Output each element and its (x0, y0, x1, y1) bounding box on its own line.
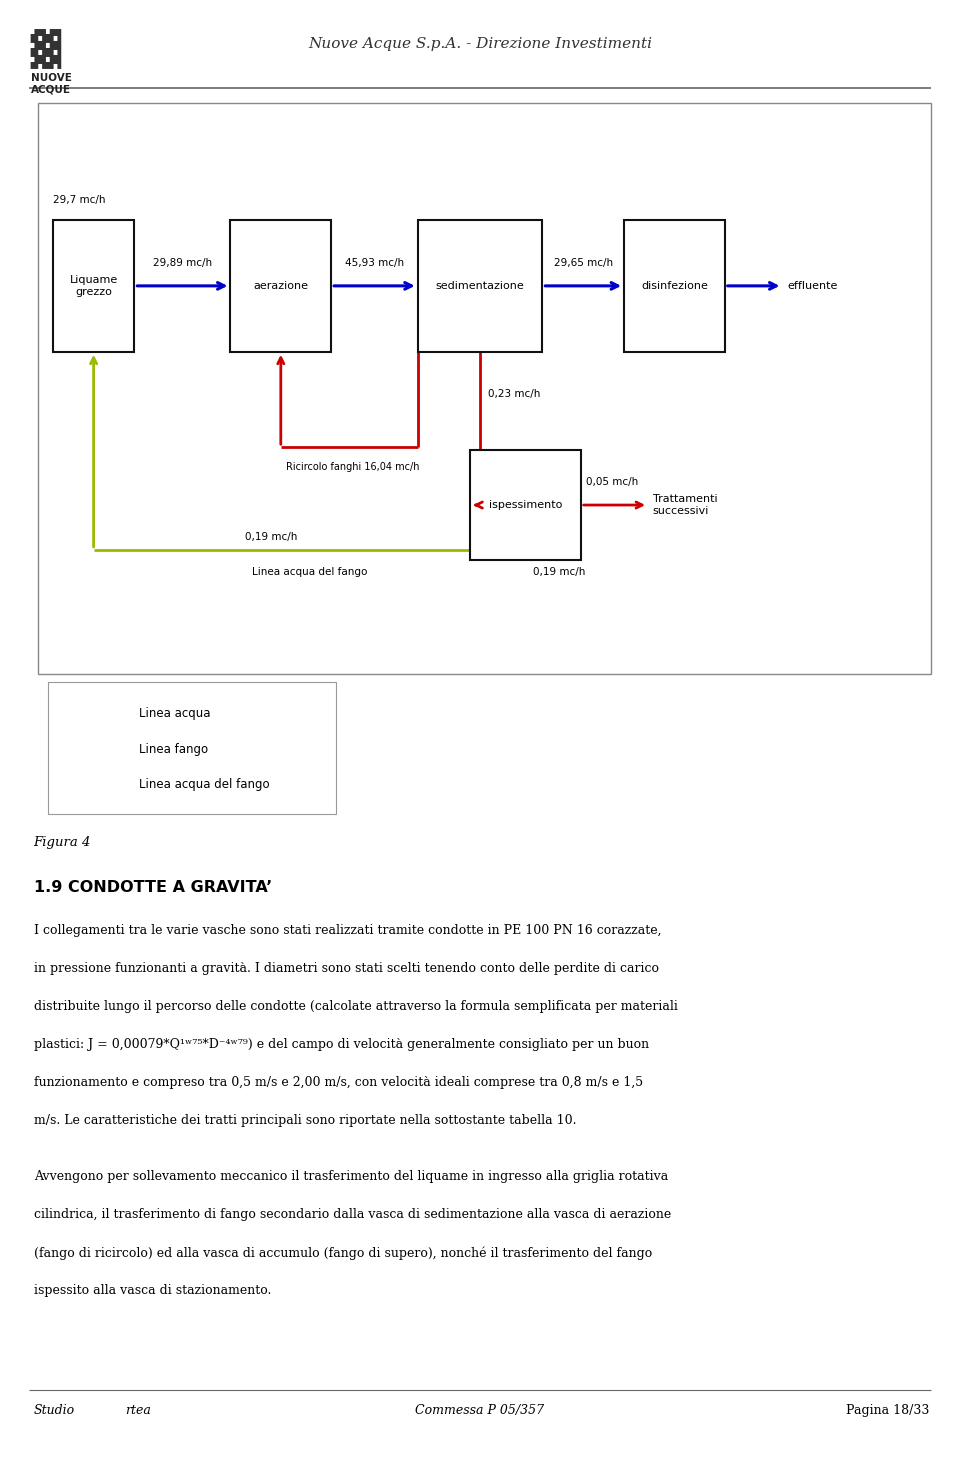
Text: Linea fango: Linea fango (139, 743, 208, 755)
Text: rtea: rtea (125, 1404, 151, 1418)
Text: Nuove Acque S.p.A. - Direzione Investimenti: Nuove Acque S.p.A. - Direzione Investime… (308, 37, 652, 51)
Text: effluente: effluente (787, 281, 837, 290)
Text: Liquame
grezzo: Liquame grezzo (69, 276, 118, 296)
Text: disinfezione: disinfezione (641, 281, 708, 290)
Text: Figura 4: Figura 4 (34, 836, 91, 849)
Text: NUOVE
ACQUE: NUOVE ACQUE (31, 73, 72, 95)
Text: 45,93 mc/h: 45,93 mc/h (345, 258, 404, 268)
Text: 0,19 mc/h: 0,19 mc/h (534, 567, 586, 578)
Text: 29,65 mc/h: 29,65 mc/h (554, 258, 612, 268)
Text: ▓: ▓ (31, 29, 60, 69)
Bar (48, 682, 336, 814)
Text: Linea acqua: Linea acqua (139, 708, 210, 720)
Text: Pagina 18/33: Pagina 18/33 (846, 1404, 929, 1418)
Text: ispessimento: ispessimento (489, 500, 563, 510)
Text: Linea acqua del fango: Linea acqua del fango (139, 778, 270, 790)
Text: plastici: J = 0,00079*Q¹ʷ⁷⁵*D⁻⁴ʷ⁷⁹) e del campo di velocità generalmente consigl: plastici: J = 0,00079*Q¹ʷ⁷⁵*D⁻⁴ʷ⁷⁹) e de… (34, 1038, 649, 1051)
Text: 0,05 mc/h: 0,05 mc/h (586, 478, 637, 487)
Text: m/s. Le caratteristiche dei tratti principali sono riportate nella sottostante t: m/s. Le caratteristiche dei tratti princ… (34, 1114, 576, 1127)
Text: 29,89 mc/h: 29,89 mc/h (153, 258, 212, 268)
Bar (418, 220, 542, 352)
Text: Studio: Studio (34, 1404, 75, 1418)
Text: sedimentazione: sedimentazione (436, 281, 524, 290)
Text: 0,23 mc/h: 0,23 mc/h (488, 388, 540, 399)
Text: aerazione: aerazione (253, 281, 308, 290)
Bar (53, 220, 134, 352)
Bar (230, 220, 331, 352)
Text: Avvengono per sollevamento meccanico il trasferimento del liquame in ingresso al: Avvengono per sollevamento meccanico il … (34, 1170, 668, 1183)
Text: funzionamento e compreso tra 0,5 m/s e 2,00 m/s, con velocità ideali comprese tr: funzionamento e compreso tra 0,5 m/s e 2… (34, 1076, 643, 1089)
Text: 0,19 mc/h: 0,19 mc/h (245, 532, 298, 542)
Text: Trattamenti
successivi: Trattamenti successivi (653, 494, 717, 516)
Bar (624, 220, 725, 352)
Text: distribuite lungo il percorso delle condotte (calcolate attraverso la formula se: distribuite lungo il percorso delle cond… (34, 1000, 678, 1013)
Text: I collegamenti tra le varie vasche sono stati realizzati tramite condotte in PE : I collegamenti tra le varie vasche sono … (34, 924, 661, 937)
Text: (fango di ricircolo) ed alla vasca di accumulo (fango di supero), nonché il tras: (fango di ricircolo) ed alla vasca di ac… (34, 1246, 652, 1259)
Bar (470, 450, 581, 560)
Text: Linea acqua del fango: Linea acqua del fango (252, 567, 368, 578)
Text: 1.9 CONDOTTE A GRAVITA’: 1.9 CONDOTTE A GRAVITA’ (34, 880, 272, 894)
Text: in pressione funzionanti a gravità. I diametri sono stati scelti tenendo conto d: in pressione funzionanti a gravità. I di… (34, 962, 659, 975)
Text: Ricircolo fanghi 16,04 mc/h: Ricircolo fanghi 16,04 mc/h (286, 462, 420, 472)
Bar (38, 103, 931, 674)
Text: ispessito alla vasca di stazionamento.: ispessito alla vasca di stazionamento. (34, 1284, 271, 1297)
Text: cilindrica, il trasferimento di fango secondario dalla vasca di sedimentazione a: cilindrica, il trasferimento di fango se… (34, 1208, 671, 1221)
Text: Commessa P 05/357: Commessa P 05/357 (416, 1404, 544, 1418)
Text: 29,7 mc/h: 29,7 mc/h (53, 195, 106, 205)
